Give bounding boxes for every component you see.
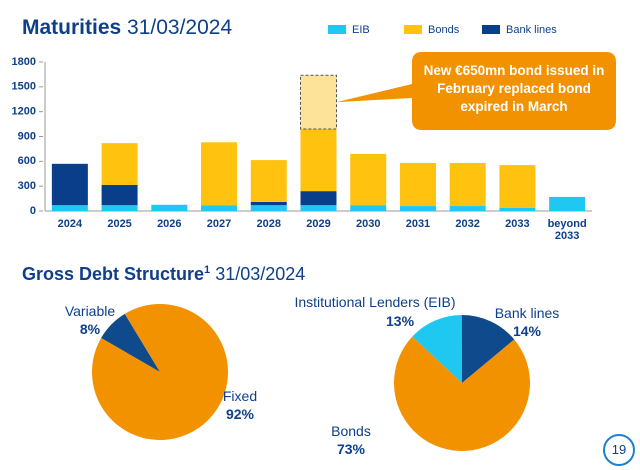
- callout-text: New €650mn bond issued in February repla…: [423, 63, 605, 114]
- footnote-mark: 1: [204, 264, 211, 276]
- title-block: Maturities 31/03/2024: [22, 16, 232, 40]
- x-tick-label: 2028: [256, 218, 281, 230]
- y-tick-label: 1500: [12, 81, 36, 93]
- x-tick-label: 2024: [57, 218, 83, 230]
- legend-label: EIB: [352, 24, 370, 36]
- bar-segment: [399, 206, 436, 211]
- bar-segment: [51, 205, 88, 211]
- slice-label: Bonds: [331, 423, 371, 439]
- pie-slice: [394, 336, 530, 451]
- bar-segment: [350, 153, 387, 206]
- bar-segment: [549, 196, 586, 211]
- bar-segment: [350, 205, 387, 211]
- bar-segment: [499, 165, 536, 208]
- legend-swatch: [328, 25, 346, 34]
- slice-value: 73%: [336, 441, 366, 457]
- bar-segment: [250, 160, 287, 202]
- x-tick-label: 2033: [505, 218, 530, 230]
- x-tick-label: 2027: [206, 218, 232, 230]
- x-tick-label: 2030: [355, 218, 381, 230]
- bar-segment: [300, 205, 337, 211]
- legend-swatch: [404, 25, 422, 34]
- legend-label: Bonds: [428, 24, 460, 36]
- heading-date: 31/03/2024: [215, 264, 306, 284]
- bar-segment: [101, 143, 138, 185]
- pie-slice: [92, 303, 228, 440]
- slice-label: Fixed: [222, 388, 258, 404]
- pie-slice: [461, 315, 515, 383]
- x-tick-label: 2029: [306, 218, 331, 230]
- x-tick-label: 2025: [107, 218, 132, 230]
- replaced-bond: [300, 74, 337, 130]
- slice-value: 8%: [79, 321, 101, 337]
- slice-value: 92%: [225, 406, 255, 422]
- chart-date: 31/03/2024: [127, 16, 233, 39]
- bar-segment: [499, 207, 536, 211]
- bar-segment: [449, 206, 486, 211]
- bar-segment: [201, 205, 238, 211]
- bar-segment: [51, 163, 88, 206]
- heading-text: Gross Debt Structure: [22, 264, 205, 284]
- bar-segment: [101, 205, 138, 211]
- x-tick-label: 2032: [455, 218, 480, 230]
- bar-segment: [201, 142, 238, 206]
- bar-segment: [399, 162, 436, 207]
- bar-segment: [250, 205, 287, 211]
- x-tick-label: beyond 2033: [547, 218, 587, 242]
- y-tick-label: 1200: [12, 106, 36, 118]
- slice-label: Variable: [64, 303, 116, 319]
- pie-slice: [101, 313, 160, 372]
- x-tick-label: 2026: [157, 218, 182, 230]
- y-tick-label: 1800: [12, 56, 36, 68]
- legend-label: Bank lines: [506, 24, 557, 36]
- bar-segment: [300, 129, 337, 192]
- page-number: 19: [603, 434, 635, 466]
- bar-segment: [300, 191, 337, 206]
- chart-title: Maturities: [22, 16, 122, 39]
- bar-segment: [101, 184, 138, 206]
- slice-value: 13%: [386, 313, 415, 329]
- callout-box: [336, 52, 616, 130]
- heading: Gross Debt Structure1 31/03/2024: [22, 264, 305, 285]
- legend-swatch: [482, 25, 500, 34]
- bar-segment: [449, 162, 486, 207]
- bar-segment: [250, 201, 287, 206]
- slice-label: Bank lines: [494, 305, 560, 321]
- pie-slice: [412, 315, 462, 383]
- y-tick-label: 300: [18, 180, 36, 192]
- x-tick-label: 2031: [405, 218, 431, 230]
- bar-segment: [151, 204, 188, 211]
- y-tick-label: 0: [30, 205, 36, 217]
- slice-value: 14%: [512, 323, 542, 339]
- slice-label: Institutional Lenders (EIB): [294, 294, 456, 310]
- y-tick-label: 900: [18, 130, 36, 142]
- y-tick-label: 600: [18, 155, 36, 167]
